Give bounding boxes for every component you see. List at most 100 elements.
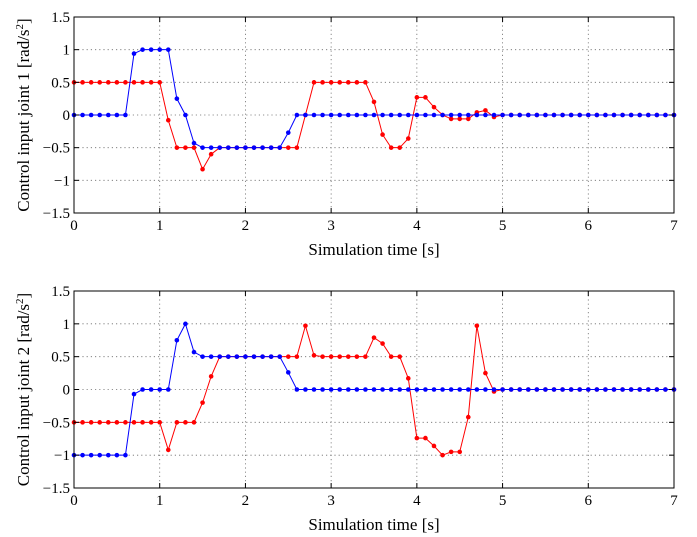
chart-2-series-1-point <box>208 374 214 379</box>
chart-1-series-1-point <box>483 108 488 113</box>
chart-2-series-2-point <box>517 387 523 392</box>
chart-2-ytick-label: −1.5 <box>43 481 70 497</box>
chart-2-y-axis-label-tail: ] <box>14 293 33 299</box>
chart-1-series-1-point <box>337 80 343 85</box>
chart-2-series-2-point <box>268 354 274 359</box>
chart-2-series-2-point <box>577 387 583 392</box>
chart-2-xtick-label: 0 <box>70 493 78 509</box>
chart-1-series-2-point <box>525 112 531 118</box>
chart-2-series-2-point <box>131 391 137 397</box>
chart-1-series-1-point <box>457 116 463 122</box>
chart-2-series-2-point <box>328 387 334 392</box>
chart-2-series-1-point <box>148 420 154 425</box>
chart-1-series-2-line <box>74 49 674 149</box>
chart-2-series-1-point <box>303 323 308 329</box>
chart-1-series-1-point <box>200 166 205 172</box>
chart-1-series-2-point <box>405 112 411 118</box>
chart-1-series-1-point <box>208 151 214 157</box>
chart-1-series-1-point <box>354 80 360 85</box>
chart-1-series-2-point <box>551 112 557 118</box>
chart-1-series-2-point <box>114 112 120 118</box>
chart-1-y-axis-label: Control input joint 1 [rad/s2] <box>14 18 33 211</box>
chart-2-series-2-point <box>354 387 360 392</box>
chart-1-series-2-point <box>483 112 488 118</box>
chart-1-series-2-point <box>105 112 111 118</box>
chart-2-series-1-point <box>165 447 171 453</box>
chart-1-series-1-point <box>363 80 368 85</box>
chart-1-series-2-point <box>517 112 523 118</box>
chart-1-y-axis-label-sup: 2 <box>14 24 26 30</box>
chart-2-series-2-point <box>294 387 300 392</box>
chart-1-series-2-point <box>200 145 205 150</box>
chart-1-series-1-point <box>80 80 85 85</box>
chart-1-series-2-point <box>294 112 300 118</box>
chart-2-series-2-point <box>191 349 197 355</box>
chart-2-series-1-point <box>431 443 437 449</box>
chart-1-series-2-point <box>123 112 128 118</box>
chart-1-xtick-label: 6 <box>585 218 593 234</box>
chart-2-series-2-point <box>277 354 283 359</box>
chart-2-series-2-point <box>594 387 600 392</box>
chart-1-x-axis-label: Simulation time [s] <box>308 240 439 259</box>
chart-1-series-1-point <box>157 80 163 85</box>
chart-1-series-2-point <box>131 51 137 56</box>
chart-1-y-axis-label-main: Control input joint 1 [rad/s <box>14 29 33 211</box>
chart-2-ytick-label: −1 <box>54 448 70 464</box>
chart-2-series-1-point <box>157 420 163 425</box>
chart-2-series-1-point <box>354 354 360 359</box>
chart-2-series-2-point <box>225 354 231 359</box>
chart-2-series-1-point <box>311 353 317 358</box>
chart-1-series-1-point <box>131 80 137 85</box>
chart-1-series-2-point <box>157 47 163 52</box>
chart-1-series-1-point <box>174 145 180 150</box>
chart-1-ytick-label: −1.5 <box>43 206 70 222</box>
chart-1-series-1-point <box>388 145 394 150</box>
chart-1-series-2-point <box>320 112 325 118</box>
chart-1-series-1-point <box>414 95 420 100</box>
chart-2-series-1-point <box>397 354 403 359</box>
chart-2-series-2-point <box>637 387 643 392</box>
chart-1-series-1-point <box>123 80 128 85</box>
chart-2-xtick-label: 2 <box>242 493 250 509</box>
chart-2-series-2-point <box>465 387 471 392</box>
chart-1-series-2-point <box>628 112 634 118</box>
chart-1-series-2-point <box>594 112 600 118</box>
chart-1-series-2-point <box>234 145 240 150</box>
chart-2-series-1-point <box>183 420 188 425</box>
chart-2-series-1-point <box>414 435 420 441</box>
chart-1-series-2-point <box>97 112 103 118</box>
chart-1-series-2-point <box>345 112 351 118</box>
chart-2-series-2-point <box>603 387 608 392</box>
chart-1-series-2-point <box>543 112 548 118</box>
chart-1-ytick-label: 1.5 <box>51 10 70 26</box>
chart-2-series-2-point <box>654 387 660 392</box>
chart-2-ytick-label: 1.5 <box>51 284 70 300</box>
chart-1-series-2-point <box>414 112 420 118</box>
chart-1-series-2-point <box>568 112 574 118</box>
chart-2-series-2-point <box>251 354 257 359</box>
chart-1-y-axis-label-tail: ] <box>14 18 33 24</box>
chart-2-series-2-point <box>80 452 85 458</box>
chart-2-series-2-point <box>97 452 103 458</box>
chart-1-xtick-label: 2 <box>242 218 250 234</box>
chart-1-series-1-point <box>380 132 385 137</box>
chart-2-series-1-point <box>483 370 488 376</box>
chart-2-series-2-point <box>148 387 154 392</box>
chart-1-series-2-point <box>457 112 463 118</box>
chart-1-series-2-point <box>380 112 385 118</box>
chart-1-series-2-point <box>637 112 643 118</box>
chart-2-series-2-point <box>174 337 180 343</box>
chart-2-series-2-point <box>611 387 617 392</box>
chart-2-series-2-point <box>474 387 480 392</box>
chart-1-xtick-label: 5 <box>499 218 507 234</box>
chart-2-series-2-point <box>380 387 385 392</box>
chart-1-xtick-label: 1 <box>156 218 164 234</box>
chart-1-series-2-point <box>663 112 668 118</box>
chart-2-ytick-label: 0.5 <box>51 350 70 366</box>
chart-1-series-2-point <box>388 112 394 118</box>
chart-1-xtick-label: 3 <box>327 218 335 234</box>
chart-2-series-2-point <box>585 387 591 392</box>
chart-2-series-1-point <box>174 420 180 425</box>
chart-1-series-2-point <box>311 112 317 118</box>
chart-2-series-2-point <box>551 387 557 392</box>
